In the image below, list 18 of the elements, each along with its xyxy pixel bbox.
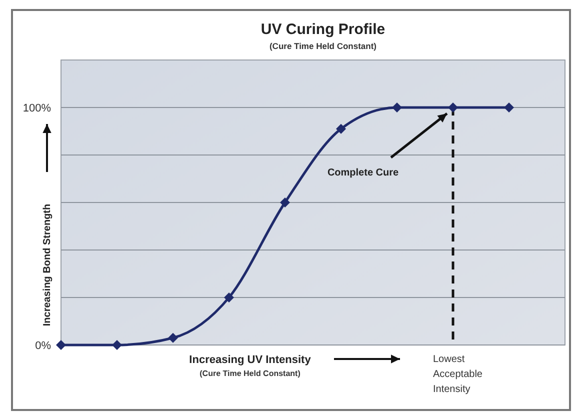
text: (Cure Time Held Constant)	[200, 369, 301, 378]
y-axis-title: Increasing Bond Strength	[42, 204, 53, 326]
point	[504, 102, 514, 112]
point	[392, 102, 402, 112]
point	[336, 124, 346, 134]
point	[168, 332, 178, 343]
text: Lowest Acceptable Intensity	[433, 354, 483, 395]
point	[224, 292, 234, 302]
point	[112, 340, 122, 350]
point	[280, 198, 290, 208]
point	[56, 340, 66, 350]
annotation: Complete Cure	[327, 168, 399, 178]
chart-subtitle: (Cure Time Held Constant)	[269, 41, 377, 51]
y-tick-label: 100%	[22, 102, 52, 114]
x-axis-title: Increasing UV Intensity	[189, 354, 312, 366]
y-tick-label: 0%	[35, 340, 52, 352]
chart-title: UV Curing Profile	[260, 21, 386, 38]
point	[448, 102, 458, 112]
